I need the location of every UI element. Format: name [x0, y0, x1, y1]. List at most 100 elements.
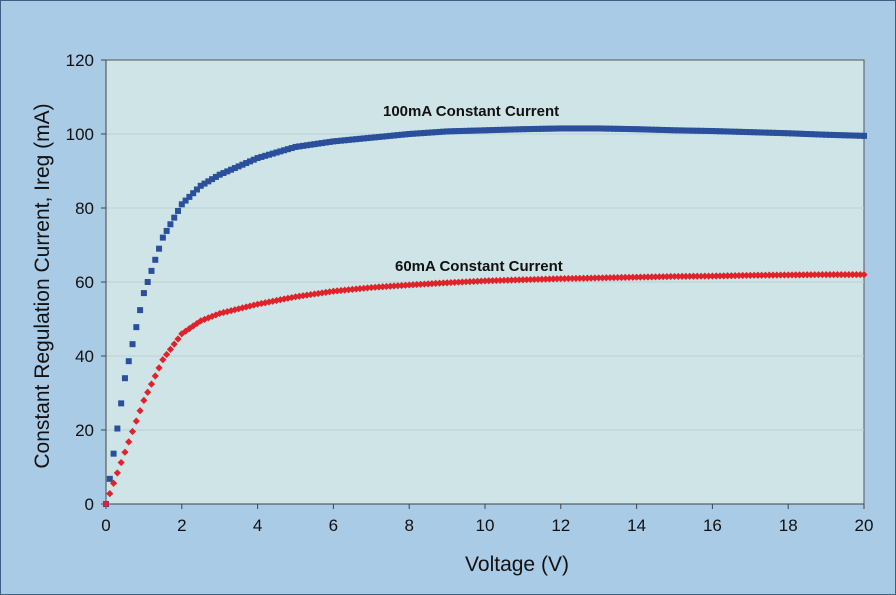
point-100ma-35 [235, 163, 242, 170]
point-100ma-172 [754, 129, 761, 136]
point-60ma-139 [629, 273, 637, 281]
point-100ma-65 [349, 136, 356, 143]
point-60ma-70 [367, 283, 375, 292]
series-label-60ma: 60mA Constant Current [395, 258, 563, 275]
point-100ma-189 [819, 131, 826, 138]
point-60ma-56 [314, 289, 322, 298]
point-100ma-30 [216, 171, 223, 178]
point-60ma-97 [470, 277, 478, 286]
point-60ma-57 [318, 289, 326, 297]
point-100ma-183 [796, 130, 803, 137]
point-100ma-26 [201, 180, 208, 187]
point-100ma-69 [364, 135, 371, 142]
point-100ma-49 [288, 145, 295, 152]
point-100ma-72 [375, 133, 382, 140]
point-60ma-151 [674, 272, 682, 281]
x-tick-label-7: 14 [627, 516, 646, 535]
point-100ma-123 [569, 125, 576, 132]
point-60ma-118 [549, 275, 557, 283]
point-100ma-143 [644, 126, 651, 133]
point-100ma-19 [175, 207, 182, 214]
point-60ma-195 [841, 271, 849, 279]
series-label-100ma: 100mA Constant Current [383, 103, 559, 120]
point-60ma-119 [553, 275, 561, 283]
point-100ma-56 [315, 140, 322, 147]
y-tick-label-0: 0 [85, 495, 94, 514]
point-100ma-168 [739, 128, 746, 135]
plot-area [101, 59, 868, 509]
point-100ma-28 [209, 176, 216, 183]
point-100ma-32 [224, 168, 231, 175]
point-100ma-75 [387, 132, 394, 139]
point-60ma-114 [534, 275, 542, 283]
point-60ma-133 [606, 274, 614, 282]
point-100ma-44 [269, 150, 276, 157]
point-60ma-16 [163, 350, 171, 359]
point-100ma-41 [258, 153, 265, 160]
series-layer [102, 125, 868, 508]
point-100ma-104 [497, 126, 504, 133]
point-100ma-103 [493, 126, 500, 133]
point-60ma-28 [208, 312, 216, 321]
point-60ma-81 [409, 281, 417, 289]
point-60ma-198 [852, 271, 861, 279]
point-60ma-172 [754, 271, 762, 279]
point-100ma-8 [133, 324, 140, 331]
point-100ma-73 [379, 133, 386, 140]
point-60ma-137 [621, 273, 629, 282]
point-100ma-102 [489, 127, 496, 134]
point-60ma-184 [799, 271, 807, 279]
point-100ma-100 [482, 127, 488, 134]
point-60ma-93 [454, 278, 463, 286]
point-100ma-109 [516, 126, 523, 133]
point-60ma-71 [371, 283, 379, 291]
point-60ma-173 [758, 271, 766, 279]
point-100ma-50 [292, 143, 299, 150]
point-100ma-193 [834, 132, 841, 139]
point-60ma-32 [223, 308, 231, 316]
point-100ma-198 [853, 132, 860, 139]
point-60ma-116 [542, 275, 550, 283]
point-100ma-116 [542, 125, 549, 132]
point-100ma-132 [603, 125, 610, 132]
point-100ma-9 [137, 307, 144, 314]
point-100ma-46 [277, 148, 284, 155]
x-tick-label-6: 12 [551, 516, 570, 535]
point-100ma-58 [322, 139, 329, 146]
point-100ma-121 [561, 125, 568, 132]
point-100ma-4 [118, 400, 125, 407]
point-60ma-190 [822, 271, 830, 279]
point-60ma-181 [788, 271, 796, 279]
point-60ma-156 [693, 272, 701, 280]
point-60ma-41 [257, 299, 265, 308]
point-100ma-99 [478, 127, 485, 134]
point-100ma-89 [440, 128, 447, 135]
point-60ma-55 [310, 290, 319, 298]
point-60ma-23 [189, 322, 197, 330]
point-60ma-126 [579, 274, 588, 282]
y-tick-label-5: 100 [66, 125, 94, 144]
point-60ma-157 [697, 272, 705, 280]
point-100ma-135 [614, 125, 621, 132]
point-100ma-120 [557, 125, 564, 132]
point-60ma-31 [219, 308, 228, 317]
point-100ma-190 [823, 131, 830, 138]
point-100ma-2 [110, 450, 117, 457]
point-60ma-183 [795, 271, 804, 279]
point-60ma-166 [731, 272, 739, 280]
point-60ma-18 [170, 340, 178, 348]
point-60ma-13 [151, 372, 159, 380]
point-60ma-148 [663, 272, 671, 281]
point-100ma-93 [455, 128, 462, 135]
point-60ma-128 [587, 274, 595, 282]
point-100ma-43 [265, 151, 272, 158]
point-60ma-194 [837, 271, 845, 279]
point-60ma-159 [705, 272, 713, 280]
point-100ma-144 [648, 126, 655, 133]
point-100ma-42 [262, 152, 269, 159]
point-100ma-29 [212, 173, 219, 180]
point-60ma-154 [686, 272, 694, 280]
point-60ma-4 [117, 458, 125, 467]
point-100ma-68 [360, 135, 367, 142]
